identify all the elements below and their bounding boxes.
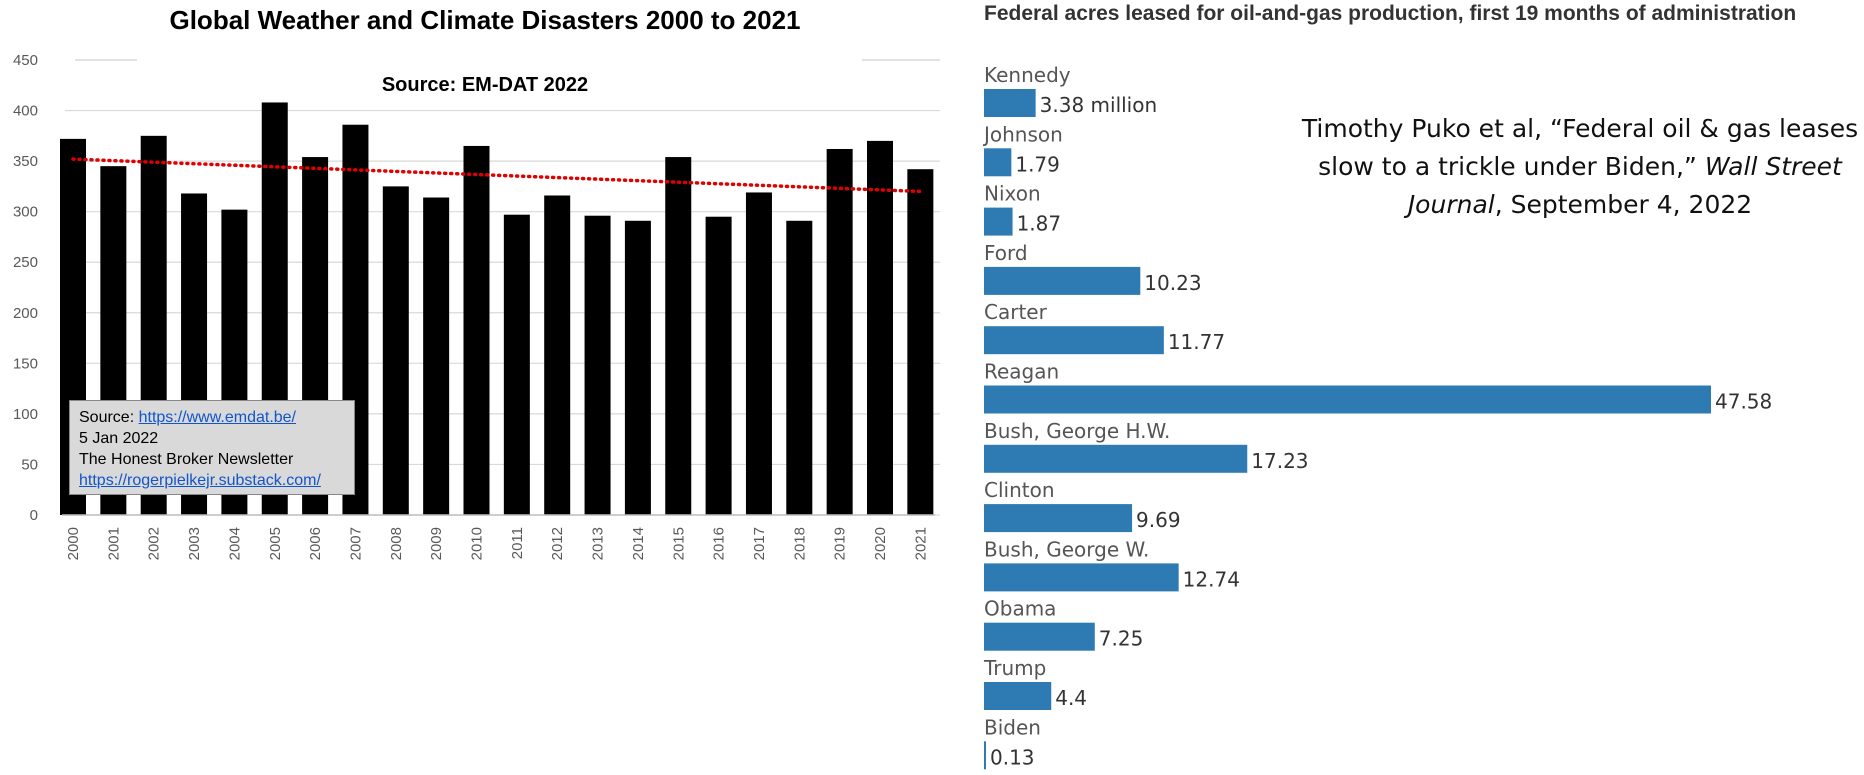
x-tick-label: 2012 [549, 527, 566, 560]
value-label: 10.23 [1144, 271, 1201, 295]
y-tick-label: 150 [13, 355, 38, 372]
bar-Reagan [984, 385, 1711, 414]
bar-2011 [503, 214, 530, 515]
x-tick-label: 2009 [428, 527, 445, 560]
category-label: Johnson [982, 122, 1063, 146]
bar-Bush, George W. [984, 563, 1179, 592]
citation-date: , September 4, 2022 [1494, 190, 1753, 219]
emdat-link[interactable]: https://www.emdat.be/ [138, 409, 296, 426]
x-tick-label: 2019 [832, 527, 849, 560]
source-line: Source: https://www.emdat.be/ [79, 407, 345, 428]
y-tick-label: 200 [13, 305, 38, 322]
category-label: Reagan [984, 360, 1059, 384]
y-tick-label: 400 [13, 103, 38, 120]
x-tick-label: 2001 [105, 527, 122, 560]
x-tick-label: 2007 [347, 527, 364, 560]
x-tick-label: 2013 [590, 527, 607, 560]
source-box: Source: https://www.emdat.be/ 5 Jan 2022… [69, 400, 355, 495]
bar-2010 [463, 145, 490, 515]
source-prefix: Source: [79, 409, 139, 426]
left-chart-title: Global Weather and Climate Disasters 200… [169, 5, 801, 35]
bar-Kennedy [984, 89, 1036, 117]
bar-Carter [984, 326, 1164, 355]
y-tick-label: 300 [13, 204, 38, 221]
y-tick-label: 100 [13, 406, 38, 423]
x-tick-label: 2018 [791, 527, 808, 560]
bar-2012 [544, 195, 571, 515]
x-tick-label: 2008 [388, 527, 405, 560]
x-tick-label: 2016 [711, 527, 728, 560]
bar-Bush, George H.W. [984, 444, 1248, 473]
category-label: Bush, George W. [984, 537, 1149, 561]
y-tick-label: 450 [13, 52, 38, 69]
value-label: 7.25 [1099, 627, 1144, 651]
bar-2015 [665, 157, 692, 516]
category-label: Nixon [984, 182, 1041, 206]
value-label: 12.74 [1183, 567, 1240, 591]
bar-2021 [907, 169, 934, 515]
y-tick-label: 250 [13, 254, 38, 271]
left-chart-subtitle: Source: EM-DAT 2022 [381, 74, 589, 96]
value-label: 17.23 [1251, 449, 1308, 473]
x-tick-label: 2006 [307, 527, 324, 560]
category-label: Trump [983, 656, 1046, 680]
y-tick-label: 0 [30, 507, 38, 524]
x-tick-label: 2017 [751, 527, 768, 560]
category-label: Carter [984, 300, 1048, 324]
x-tick-label: 2000 [65, 527, 82, 560]
value-label: 9.69 [1136, 508, 1181, 532]
value-label: 47.58 [1715, 390, 1772, 414]
citation-journal: Wall Street Journal [1407, 152, 1842, 219]
bar-2009 [423, 197, 450, 515]
bar-2013 [584, 215, 611, 515]
category-label: Ford [984, 241, 1028, 265]
value-label: 3.38 million [1040, 93, 1158, 117]
x-tick-label: 2020 [872, 527, 889, 560]
source-date: 5 Jan 2022 [79, 430, 159, 447]
trend-line [71, 157, 923, 194]
bar-Clinton [984, 504, 1133, 533]
value-label: 11.77 [1168, 330, 1225, 354]
y-tick-label: 350 [13, 153, 38, 170]
bar-Obama [984, 622, 1095, 651]
x-tick-label: 2014 [630, 527, 647, 560]
x-tick-label: 2002 [146, 527, 163, 560]
newsletter-name: The Honest Broker Newsletter [79, 451, 294, 468]
category-label: Clinton [984, 478, 1055, 502]
x-tick-label: 2021 [912, 527, 929, 560]
bar-Biden [984, 741, 986, 770]
x-tick-label: 2004 [226, 527, 243, 560]
value-label: 0.13 [990, 745, 1035, 769]
citation-text: Timothy Puko et al, “Federal oil & gas l… [1301, 114, 1859, 181]
bar-2020 [867, 140, 893, 515]
bar-2014 [624, 220, 651, 515]
bar-2016 [705, 216, 732, 515]
value-label: 4.4 [1055, 686, 1087, 710]
bar-Johnson [984, 148, 1012, 177]
y-tick-label: 50 [21, 456, 38, 473]
x-tick-label: 2005 [267, 527, 284, 560]
bar-Trump [984, 682, 1052, 710]
bar-Ford [984, 266, 1141, 295]
category-label: Kennedy [984, 63, 1071, 87]
right-chart-title: Federal acres leased for oil-and-gas pro… [984, 2, 1797, 25]
bar-2008 [382, 186, 409, 515]
category-label: Bush, George H.W. [984, 419, 1170, 443]
bar-Nixon [984, 207, 1013, 236]
category-label: Biden [984, 715, 1041, 739]
x-tick-label: 2003 [186, 527, 203, 560]
substack-link[interactable]: https://rogerpielkejr.substack.com/ [79, 472, 321, 489]
bar-2017 [745, 192, 772, 515]
x-tick-label: 2015 [670, 527, 687, 560]
wsj-citation: Timothy Puko et al, “Federal oil & gas l… [1290, 110, 1864, 224]
value-label: 1.87 [1017, 212, 1062, 236]
bar-2018 [786, 220, 813, 515]
bar-2019 [826, 148, 853, 515]
x-tick-label: 2011 [509, 527, 526, 559]
value-label: 1.79 [1015, 152, 1060, 176]
category-label: Obama [984, 597, 1056, 621]
x-tick-label: 2010 [469, 527, 486, 560]
